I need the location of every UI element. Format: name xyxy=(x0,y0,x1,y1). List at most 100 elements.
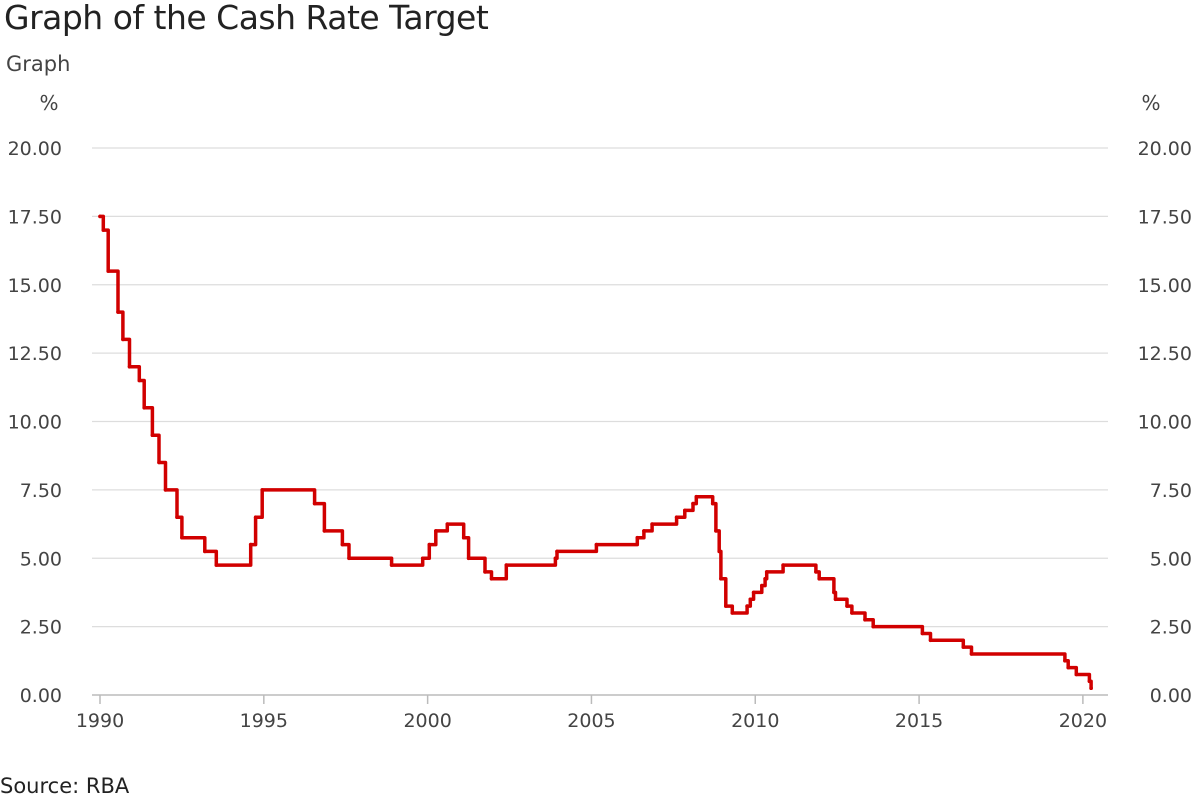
y-unit-left: % xyxy=(39,91,58,115)
data-point xyxy=(594,542,599,547)
data-point xyxy=(203,549,207,554)
data-point xyxy=(483,570,487,574)
y-tick-label-left: 0.00 xyxy=(20,685,62,707)
data-point xyxy=(1089,686,1093,690)
y-tick-label-right: 17.50 xyxy=(1138,206,1192,228)
page-title: Graph of the Cash Rate Target xyxy=(4,0,489,37)
data-point xyxy=(142,406,146,410)
y-tick-label-right: 12.50 xyxy=(1138,343,1192,365)
y-tick-label-left: 10.00 xyxy=(8,412,62,434)
data-point xyxy=(814,570,818,574)
cash-rate-chart: 0.00 0.00 2.50 2.50 5.00 5.00 7.50 7.50 10.00 10.… xyxy=(8,91,1192,732)
axes: 0.00 0.00 2.50 2.50 5.00 5.00 7.50 7.50 10.00 10.… xyxy=(8,138,1192,732)
data-point xyxy=(98,214,102,219)
y-tick-label-left: 12.50 xyxy=(8,343,62,365)
data-point xyxy=(674,515,679,519)
data-point xyxy=(714,529,718,533)
y-tick-label-left: 17.50 xyxy=(8,206,62,228)
data-point xyxy=(781,563,785,567)
data-point xyxy=(745,604,749,608)
y-tick-label-left: 7.50 xyxy=(20,480,62,502)
data-point xyxy=(163,488,168,492)
data-point xyxy=(748,597,753,602)
data-point xyxy=(248,542,253,547)
data-point xyxy=(845,604,849,608)
data-point xyxy=(214,563,219,567)
data-point xyxy=(175,515,179,519)
data-point xyxy=(928,638,933,643)
x-tick-label: 2005 xyxy=(567,710,615,732)
data-point xyxy=(920,631,925,636)
data-point xyxy=(817,577,821,581)
x-tick-label: 2020 xyxy=(1059,710,1107,732)
data-point xyxy=(116,310,120,314)
data-point xyxy=(642,529,646,533)
data-point xyxy=(683,508,687,513)
data-point xyxy=(489,577,494,581)
y-tick-label-right: 15.00 xyxy=(1138,275,1192,297)
data-point xyxy=(253,515,258,519)
data-point xyxy=(121,337,125,342)
data-point xyxy=(760,583,764,588)
data-point xyxy=(871,624,875,629)
data-point xyxy=(764,570,769,574)
data-point xyxy=(724,604,728,608)
data-point xyxy=(832,590,836,595)
data-point xyxy=(504,563,509,567)
data-point xyxy=(553,556,558,561)
series-layer xyxy=(98,214,1093,690)
data-point xyxy=(150,433,155,438)
data-point xyxy=(833,597,838,602)
y-tick-label-right: 7.50 xyxy=(1150,480,1192,502)
data-point xyxy=(461,535,466,540)
data-point xyxy=(969,652,974,656)
data-point xyxy=(106,269,110,273)
data-point xyxy=(322,529,327,533)
x-tick-label: 2010 xyxy=(731,710,779,732)
data-point xyxy=(1063,659,1067,663)
data-point xyxy=(340,542,345,547)
y-tick-label-left: 5.00 xyxy=(20,548,62,570)
data-point xyxy=(445,522,450,526)
grid-lines xyxy=(92,147,1108,628)
data-point xyxy=(260,488,265,492)
data-point xyxy=(1066,665,1070,670)
data-point xyxy=(137,378,142,383)
data-point xyxy=(555,549,559,554)
cash-rate-series-line xyxy=(98,214,1093,690)
data-point xyxy=(691,501,695,506)
source-note: Source: RBA xyxy=(0,774,130,798)
x-tick-label: 1990 xyxy=(76,710,124,732)
data-point xyxy=(650,522,654,526)
data-point xyxy=(466,556,471,561)
x-tick-label: 1995 xyxy=(240,710,288,732)
y-tick-label-right: 0.00 xyxy=(1150,685,1192,707)
data-point xyxy=(635,535,640,540)
data-point xyxy=(389,563,394,567)
data-point xyxy=(427,542,432,547)
data-point xyxy=(751,590,756,595)
y-tick-label-left: 20.00 xyxy=(8,138,62,160)
y-tick-label-right: 20.00 xyxy=(1138,138,1192,160)
y-unit-right: % xyxy=(1141,91,1160,115)
y-tick-label-right: 10.00 xyxy=(1138,412,1192,434)
data-point xyxy=(312,501,317,506)
y-tick-label-left: 15.00 xyxy=(8,275,62,297)
data-point xyxy=(347,556,351,561)
data-point xyxy=(710,501,715,506)
data-point xyxy=(1074,672,1079,677)
data-point xyxy=(763,577,767,581)
graph-label: Graph xyxy=(6,52,71,76)
data-point xyxy=(180,535,184,540)
data-point xyxy=(961,645,966,649)
data-point xyxy=(420,556,425,561)
y-tick-label-left: 2.50 xyxy=(20,617,62,639)
data-point xyxy=(863,618,867,622)
data-point xyxy=(127,365,132,369)
data-point xyxy=(157,460,161,465)
data-point xyxy=(719,577,723,581)
data-point xyxy=(1087,679,1092,684)
data-point xyxy=(434,529,438,533)
x-tick-label: 2000 xyxy=(403,710,451,732)
y-tick-label-right: 2.50 xyxy=(1150,617,1192,639)
